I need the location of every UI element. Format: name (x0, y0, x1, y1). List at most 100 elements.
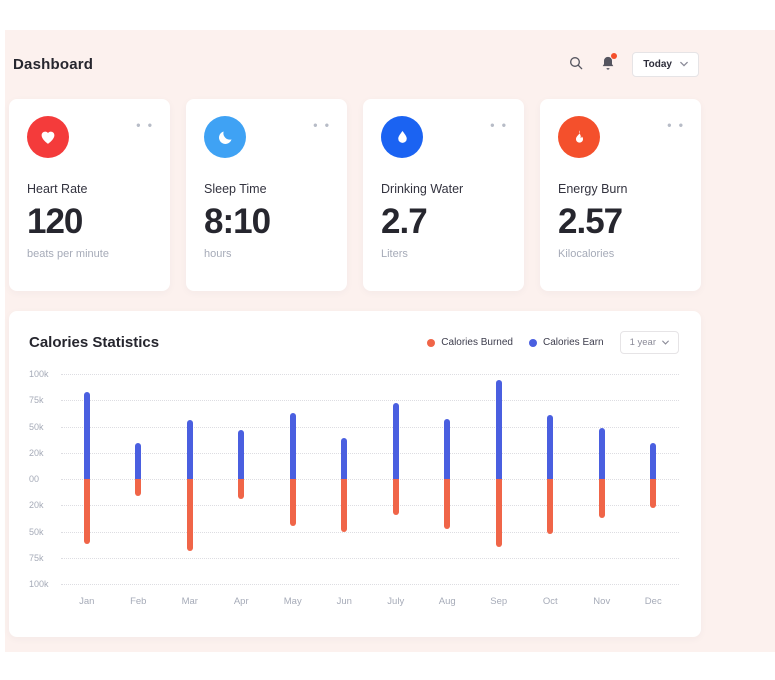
chart: 100k 75k 50k 20k 00 20k 50k 75k 100k Jan Feb Mar Ap… (29, 369, 679, 607)
y-tick-label: 75k (29, 395, 44, 406)
bar-column (216, 374, 268, 584)
chart-plot (61, 374, 679, 585)
y-tick-label: 20k (29, 447, 44, 458)
earn-bar (547, 414, 554, 479)
card-menu-button[interactable]: • • (313, 118, 331, 132)
bar-column (61, 374, 113, 584)
drinking-water-card: • • Drinking Water 2.7 Liters (363, 99, 524, 291)
legend-calories-burned[interactable]: Calories Burned (427, 337, 513, 348)
card-label: Sleep Time (204, 182, 267, 196)
bar-column (370, 374, 422, 584)
earn-bar (650, 443, 657, 479)
y-tick-label: 50k (29, 526, 44, 537)
notification-badge (611, 52, 618, 59)
burned-bar (83, 479, 90, 545)
y-tick-label: 75k (29, 552, 44, 563)
earn-bar (135, 443, 142, 479)
gridline (61, 452, 679, 454)
y-tick-label: 50k (29, 421, 44, 432)
burned-bar (238, 479, 245, 499)
bar-column (164, 374, 216, 584)
notifications-button[interactable] (600, 52, 618, 75)
today-dropdown-label: Today (643, 59, 672, 70)
search-icon (568, 55, 584, 74)
card-unit: Kilocalories (558, 248, 615, 260)
range-dropdown-label: 1 year (629, 337, 656, 348)
x-tick-label: Dec (644, 596, 662, 607)
bar-column (422, 374, 474, 584)
card-label: Heart Rate (27, 182, 88, 196)
legend-dot-burned (427, 338, 436, 347)
heart-rate-card: • • Heart Rate 120 beats per minute (9, 99, 170, 291)
y-tick-label: 100k (29, 369, 49, 379)
x-tick-label: Nov (593, 596, 611, 607)
gridline (61, 400, 679, 402)
heart-icon (27, 116, 69, 158)
legend-label: Calories Burned (441, 337, 513, 348)
chart-title: Calories Statistics (29, 334, 160, 351)
card-value: 2.57 (558, 202, 623, 241)
card-menu-button[interactable]: • • (136, 118, 154, 132)
gridline (61, 584, 679, 585)
x-axis: Jan Feb Mar Apr May Jun July Aug Sep Oct Nov Dec (61, 596, 679, 607)
burned-bar (341, 479, 348, 532)
bar-column (628, 374, 680, 584)
burned-bar (135, 479, 142, 496)
gridline (61, 557, 679, 559)
x-tick-label: Feb (130, 596, 147, 607)
burned-bar (598, 479, 605, 518)
bell-icon (600, 55, 616, 75)
burned-bar (444, 479, 451, 530)
energy-burn-card: • • Energy Burn 2.57 Kilocalories (540, 99, 701, 291)
card-unit: Liters (381, 248, 408, 260)
bar-column (319, 374, 371, 584)
gridline (61, 374, 679, 375)
today-dropdown[interactable]: Today (632, 52, 699, 77)
x-tick-label: Aug (438, 596, 456, 607)
burned-bar (547, 479, 554, 534)
x-tick-label: May (283, 596, 302, 607)
x-tick-label: Oct (542, 596, 558, 607)
bar-column (576, 374, 628, 584)
earn-bar (238, 429, 245, 479)
page-title: Dashboard (13, 56, 94, 73)
droplet-icon (381, 116, 423, 158)
flame-icon (558, 116, 600, 158)
gridline (61, 426, 679, 428)
earn-bar (392, 403, 399, 479)
earn-bar (289, 412, 296, 479)
card-unit: beats per minute (27, 248, 109, 260)
earn-bar (341, 438, 348, 479)
dashboard-page: Dashboard (5, 30, 775, 652)
card-value: 120 (27, 202, 83, 241)
card-menu-button[interactable]: • • (667, 118, 685, 132)
earn-bar (186, 420, 193, 479)
range-dropdown[interactable]: 1 year (619, 331, 679, 354)
burned-bar (495, 479, 502, 548)
burned-bar (186, 479, 193, 552)
sleep-time-card: • • Sleep Time 8:10 hours (186, 99, 347, 291)
x-tick-label: Jan (79, 596, 95, 607)
gridline (61, 531, 679, 533)
chevron-down-icon (662, 337, 669, 348)
x-tick-label: Mar (181, 596, 198, 607)
card-value: 2.7 (381, 202, 428, 241)
card-menu-button[interactable]: • • (490, 118, 508, 132)
earn-bar (83, 391, 90, 479)
gridline (61, 505, 679, 507)
card-label: Energy Burn (558, 182, 628, 196)
search-button[interactable] (568, 55, 584, 74)
bar-column (267, 374, 319, 584)
x-tick-label: Apr (233, 596, 249, 607)
earn-bar (444, 419, 451, 479)
x-tick-label: Jun (336, 596, 352, 607)
bar-column (525, 374, 577, 584)
chevron-down-icon (680, 59, 688, 70)
header: Dashboard (9, 52, 701, 77)
chart-bars (61, 374, 679, 584)
bar-column (113, 374, 165, 584)
y-axis: 100k 75k 50k 20k 00 20k 50k 75k 100k (29, 369, 61, 589)
burned-bar (650, 479, 657, 509)
calories-statistics-card: Calories Statistics Calories Burned Calo… (9, 311, 701, 637)
legend-calories-earn[interactable]: Calories Earn (529, 337, 604, 348)
